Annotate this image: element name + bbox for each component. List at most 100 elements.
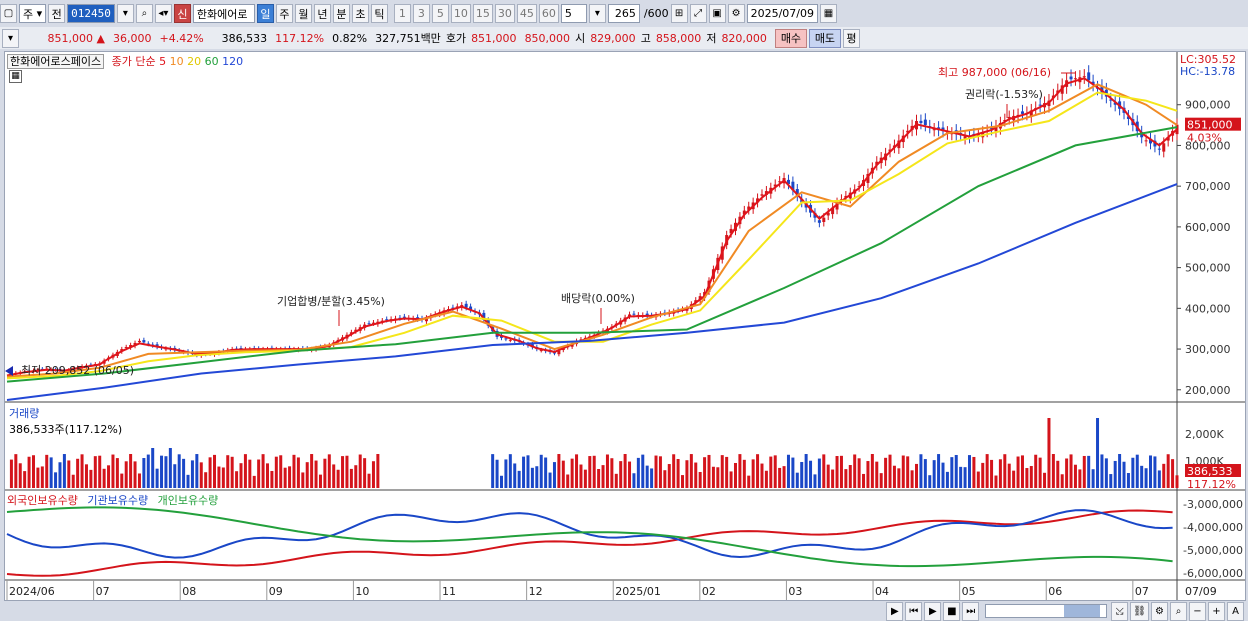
interval-button[interactable]: 30 bbox=[494, 4, 515, 23]
volume-bar bbox=[897, 468, 901, 488]
config-icon[interactable]: ⚙ bbox=[1151, 601, 1168, 621]
volume-bar bbox=[1069, 454, 1073, 488]
x-tick-label: 08 bbox=[182, 585, 196, 598]
volume-bar bbox=[879, 473, 883, 488]
scroll-slider[interactable] bbox=[985, 604, 1108, 618]
volume-bar bbox=[508, 454, 512, 488]
volume-bar bbox=[711, 466, 715, 488]
grid-toggle-icon[interactable]: ▦ bbox=[9, 70, 22, 83]
volume-bar bbox=[831, 469, 835, 488]
volume-bar bbox=[1175, 475, 1179, 488]
prev-button[interactable]: 전 bbox=[48, 4, 66, 23]
volume-bar bbox=[945, 471, 949, 488]
interval-input[interactable]: 5 bbox=[560, 4, 587, 23]
buy-button[interactable]: 매수 bbox=[774, 28, 807, 48]
candle-body bbox=[186, 351, 190, 354]
volume-bar bbox=[129, 454, 133, 488]
y-tick-label: 800,000 bbox=[1185, 139, 1231, 152]
candle-body bbox=[469, 306, 473, 310]
candle-body bbox=[80, 366, 84, 368]
chart-canvas[interactable]: 900,000 800,000 700,000 600,000 500,000 400,0… bbox=[5, 52, 1245, 600]
candle-body bbox=[133, 342, 137, 347]
volume-bar bbox=[146, 454, 150, 488]
volume-bar bbox=[575, 454, 579, 488]
candle-body bbox=[491, 327, 495, 332]
volume-value: 386,533주(117.12%) bbox=[9, 423, 123, 436]
stock-code-input[interactable]: 012450 bbox=[67, 4, 115, 23]
gear-icon[interactable]: ⚙ bbox=[727, 4, 745, 23]
volume-bar bbox=[782, 466, 786, 488]
candle-body bbox=[809, 204, 813, 213]
calendar-icon[interactable]: ▦ bbox=[820, 4, 838, 23]
period-tab[interactable]: 틱 bbox=[370, 4, 388, 23]
date-input[interactable]: 2025/07/09 bbox=[746, 4, 819, 23]
volume-bar bbox=[71, 474, 75, 488]
link-icon[interactable]: ⛓ bbox=[1130, 601, 1149, 621]
chart-tool-icon[interactable]: ⊞ bbox=[670, 4, 688, 23]
period-select[interactable]: 주 ▾ bbox=[19, 4, 47, 23]
period-tab[interactable]: 분 bbox=[332, 4, 350, 23]
volume-bar bbox=[937, 454, 941, 488]
cross-line-icon[interactable]: ⤩ bbox=[1111, 601, 1129, 621]
period-tab[interactable]: 월 bbox=[294, 4, 312, 23]
zoom-icon[interactable]: ⌕ bbox=[1170, 601, 1187, 621]
chart-panel[interactable]: 한화에어로스페이스 종가 단순 5 10 20 60 120 ▦ 거래량 386… bbox=[4, 51, 1246, 601]
candle-body bbox=[795, 189, 799, 197]
interval-button[interactable]: 15 bbox=[472, 4, 493, 23]
volume-bar bbox=[848, 465, 852, 488]
forward-icon[interactable]: ⏭ bbox=[962, 601, 980, 621]
rewind-icon[interactable]: ⏮ bbox=[905, 601, 923, 621]
dividend-annotation: 배당락(0.00%) bbox=[561, 292, 635, 305]
candle-body bbox=[40, 368, 44, 370]
chevron-down-icon: ▾ bbox=[33, 7, 43, 20]
save-icon[interactable]: ▣ bbox=[708, 4, 726, 23]
candle-body bbox=[853, 189, 857, 194]
play-icon[interactable]: ▶ bbox=[924, 601, 942, 621]
period-tab[interactable]: 초 bbox=[351, 4, 369, 23]
interval-button[interactable]: 1 bbox=[393, 4, 411, 23]
period-tab[interactable]: 일 bbox=[256, 4, 274, 23]
volume-bar bbox=[1038, 457, 1042, 488]
window-icon[interactable]: ▢ bbox=[0, 4, 17, 23]
volume-bar bbox=[632, 473, 636, 488]
period-tab[interactable]: 주 bbox=[275, 4, 293, 23]
count-input[interactable]: 265 bbox=[607, 4, 640, 23]
interval-button[interactable]: 3 bbox=[412, 4, 430, 23]
draw-icon[interactable]: ⤢ bbox=[689, 4, 707, 23]
candle-body bbox=[1038, 104, 1042, 106]
dropdown-arrow-icon[interactable]: ▾ bbox=[116, 4, 134, 23]
volume-bar bbox=[623, 454, 627, 488]
search-icon[interactable]: ⌕ bbox=[135, 4, 153, 23]
eval-button[interactable]: 평 bbox=[842, 28, 860, 48]
candle-body bbox=[336, 339, 340, 342]
candle-body bbox=[376, 321, 380, 325]
rights-annotation: 권리락(-1.53%) bbox=[965, 88, 1043, 101]
text-tool-icon[interactable]: A bbox=[1227, 601, 1244, 621]
sell-button[interactable]: 매도 bbox=[808, 28, 841, 48]
interval-button[interactable]: 45 bbox=[516, 4, 537, 23]
volume-bar bbox=[182, 458, 186, 488]
volume-bar bbox=[698, 471, 702, 488]
period-tab[interactable]: 년 bbox=[313, 4, 331, 23]
speaker-icon[interactable]: ◂▾ bbox=[154, 4, 172, 23]
volume-bar bbox=[963, 467, 967, 488]
interval-button[interactable]: 60 bbox=[538, 4, 559, 23]
candle-body bbox=[681, 309, 685, 311]
candle-body bbox=[327, 344, 331, 348]
interval-button[interactable]: 5 bbox=[431, 4, 449, 23]
slider-thumb[interactable] bbox=[1064, 605, 1101, 617]
interval-button[interactable]: 10 bbox=[450, 4, 471, 23]
expand-icon[interactable]: ▾ bbox=[2, 28, 19, 48]
volume-bar bbox=[813, 474, 817, 488]
volume-bar bbox=[919, 454, 923, 488]
zoom-out-icon[interactable]: − bbox=[1189, 601, 1206, 621]
interval-dropdown-icon[interactable]: ▾ bbox=[588, 4, 606, 23]
zoom-in-icon[interactable]: + bbox=[1208, 601, 1225, 621]
stop-icon[interactable]: ■ bbox=[943, 601, 961, 621]
volume-bar bbox=[1007, 463, 1011, 488]
stock-name-field[interactable]: 한화에어로 bbox=[192, 4, 255, 23]
candle-body bbox=[539, 350, 543, 352]
candle-body bbox=[844, 195, 848, 198]
candle-body bbox=[822, 217, 826, 222]
scroll-right-icon[interactable]: ▶ bbox=[886, 601, 904, 621]
